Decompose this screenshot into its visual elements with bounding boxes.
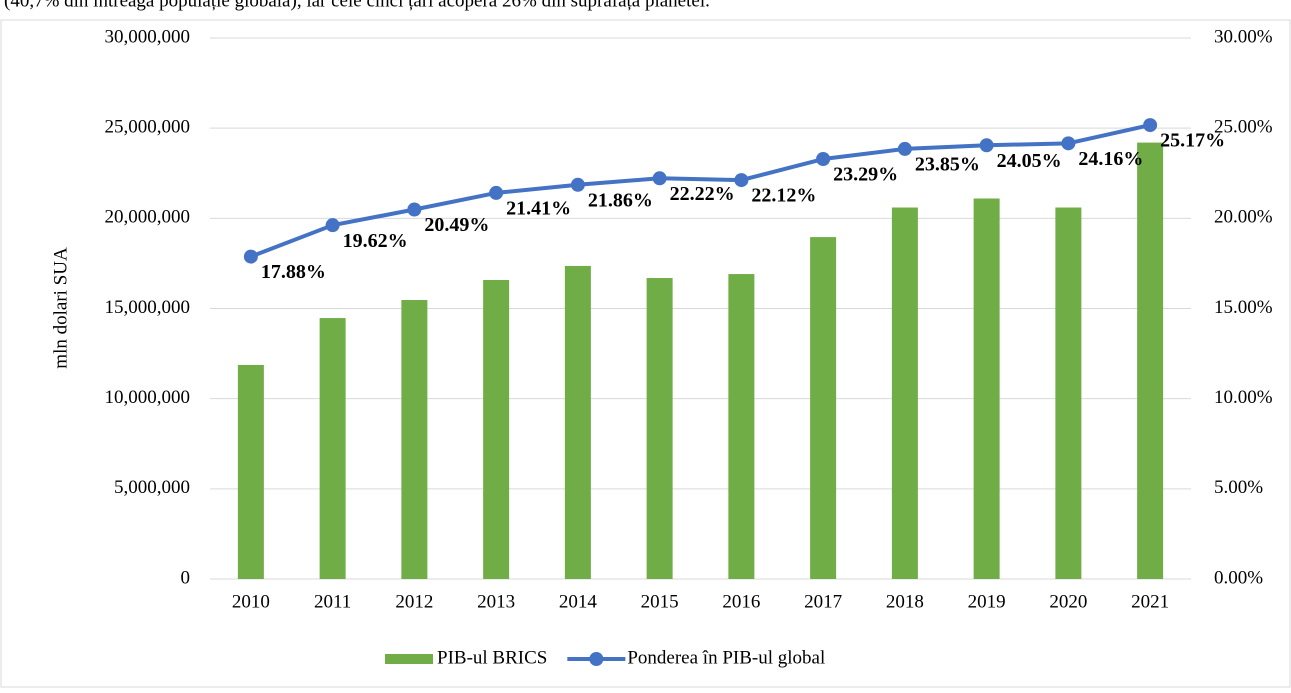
x-tick-label: 2013	[477, 591, 515, 612]
x-tick-label: 2010	[232, 591, 270, 612]
y-tick-label: 20,000,000	[105, 207, 191, 228]
chart-frame	[0, 19, 1291, 688]
line	[250, 123, 1151, 259]
legend-label: Ponderea în PIB-ul global	[627, 647, 825, 668]
bar	[564, 265, 591, 579]
bar	[973, 198, 1000, 579]
y2-tick-label: 30.00%	[1214, 26, 1273, 47]
line-marker	[489, 185, 504, 200]
bar	[1055, 207, 1082, 579]
data-label: 23.85%	[915, 153, 980, 175]
y-tick-label: 25,000,000	[105, 117, 191, 138]
data-label: 17.88%	[261, 261, 326, 283]
data-label: 24.05%	[997, 150, 1062, 172]
bar	[237, 364, 264, 579]
data-label: 22.12%	[751, 185, 816, 207]
y2-tick-label: 0.00%	[1214, 567, 1263, 588]
line-marker	[979, 138, 994, 153]
line-marker	[652, 171, 667, 186]
line-marker	[1061, 136, 1076, 151]
line-marker	[816, 152, 831, 167]
bar	[1137, 142, 1164, 580]
x-tick-label: 2016	[722, 591, 760, 612]
x-tick-label: 2012	[395, 591, 433, 612]
bar	[401, 300, 428, 579]
y-tick-label: 15,000,000	[105, 297, 191, 318]
y-tick-label: 30,000,000	[105, 26, 191, 47]
data-label: 19.62%	[343, 230, 408, 252]
x-tick-label: 2018	[886, 591, 924, 612]
y-tick-label: 10,000,000	[105, 387, 191, 408]
y2-tick-label: 10.00%	[1214, 387, 1273, 408]
line-marker	[325, 218, 340, 233]
data-label: 23.29%	[833, 164, 898, 186]
data-label: 22.22%	[670, 183, 735, 205]
x-tick-label: 2014	[559, 591, 598, 612]
line-marker	[1143, 118, 1158, 133]
line-marker	[243, 249, 258, 264]
bar	[646, 278, 673, 579]
bar	[810, 237, 837, 579]
line-marker	[407, 202, 422, 217]
data-label: 24.16%	[1078, 148, 1143, 170]
x-tick-label: 2019	[968, 591, 1006, 612]
line-marker	[570, 177, 585, 192]
x-tick-label: 2011	[314, 591, 351, 612]
line-marker	[734, 173, 749, 188]
data-label: 20.49%	[424, 214, 489, 236]
bar	[319, 318, 346, 579]
x-tick-label: 2020	[1049, 591, 1087, 612]
line-marker	[897, 141, 912, 156]
intro-text: (40,7% din întreaga populație globală), …	[4, 0, 710, 11]
data-label: 21.86%	[588, 189, 653, 211]
y-tick-label: 0	[181, 567, 191, 588]
bar	[891, 207, 918, 579]
x-tick-label: 2017	[804, 591, 842, 612]
data-label: 21.41%	[506, 198, 571, 220]
y2-tick-label: 15.00%	[1214, 297, 1273, 318]
y2-tick-label: 5.00%	[1214, 477, 1263, 498]
x-tick-label: 2015	[641, 591, 679, 612]
y2-tick-label: 25.00%	[1214, 117, 1273, 138]
y-axis-label: mln dolari SUA	[50, 247, 71, 369]
legend-marker	[589, 652, 604, 666]
x-tick-label: 2021	[1131, 591, 1169, 612]
y-tick-label: 5,000,000	[114, 477, 190, 498]
bar	[483, 280, 510, 579]
legend-swatch	[385, 654, 433, 664]
data-label: 25.17%	[1160, 130, 1225, 152]
y2-tick-label: 20.00%	[1214, 207, 1273, 228]
legend-label: PIB-ul BRICS	[437, 647, 547, 668]
bar	[728, 274, 755, 579]
